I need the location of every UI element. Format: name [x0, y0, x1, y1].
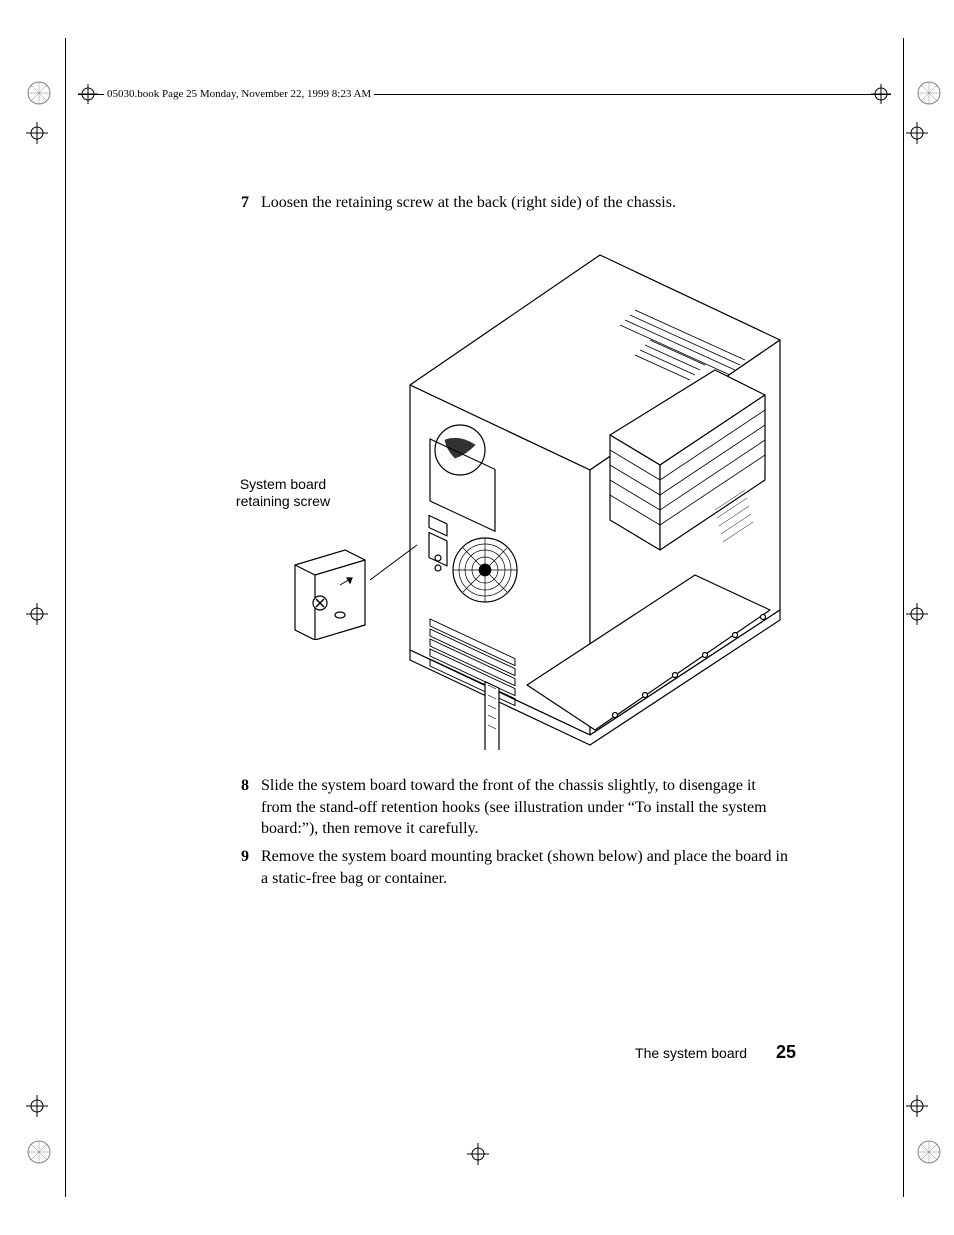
reg-mark-l1	[26, 122, 48, 144]
crop-rosette-bl	[26, 1139, 52, 1165]
step-text: Slide the system board toward the front …	[261, 775, 789, 840]
step-number: 9	[225, 846, 249, 889]
running-reg-right	[871, 84, 891, 104]
reg-mark-r2	[906, 603, 928, 625]
callout-line2: retaining screw	[236, 493, 330, 509]
chassis-illustration	[385, 240, 795, 750]
crop-rosette-br	[916, 1139, 942, 1165]
crop-rosette-tl	[26, 80, 52, 106]
footer-section-label: The system board	[635, 1045, 747, 1061]
reg-mark-r3	[906, 1095, 928, 1117]
footer-page-number: 25	[776, 1042, 796, 1062]
callout-detail-inset	[290, 545, 370, 640]
trim-line-right	[903, 38, 904, 1197]
reg-mark-l3	[26, 1095, 48, 1117]
step-text: Remove the system board mounting bracket…	[261, 846, 789, 889]
step-number: 7	[225, 192, 249, 214]
step-9: 9 Remove the system board mounting brack…	[225, 846, 789, 899]
page-footer: The system board 25	[225, 1042, 796, 1063]
running-reg-left	[78, 84, 98, 104]
step-8: 8 Slide the system board toward the fron…	[225, 775, 789, 850]
crop-rosette-tr	[916, 80, 942, 106]
reg-mark-l2	[26, 603, 48, 625]
reg-mark-bottom	[467, 1143, 489, 1165]
step-7: 7 Loosen the retaining screw at the back…	[225, 192, 789, 224]
step-number: 8	[225, 775, 249, 840]
callout-label: System board retaining screw	[228, 476, 338, 510]
step-text: Loosen the retaining screw at the back (…	[261, 192, 789, 214]
running-header-text: 05030.book Page 25 Monday, November 22, …	[104, 88, 374, 100]
callout-leader-line	[362, 540, 422, 630]
reg-mark-r1	[906, 122, 928, 144]
trim-line-left	[65, 38, 66, 1197]
callout-line1: System board	[240, 476, 326, 492]
